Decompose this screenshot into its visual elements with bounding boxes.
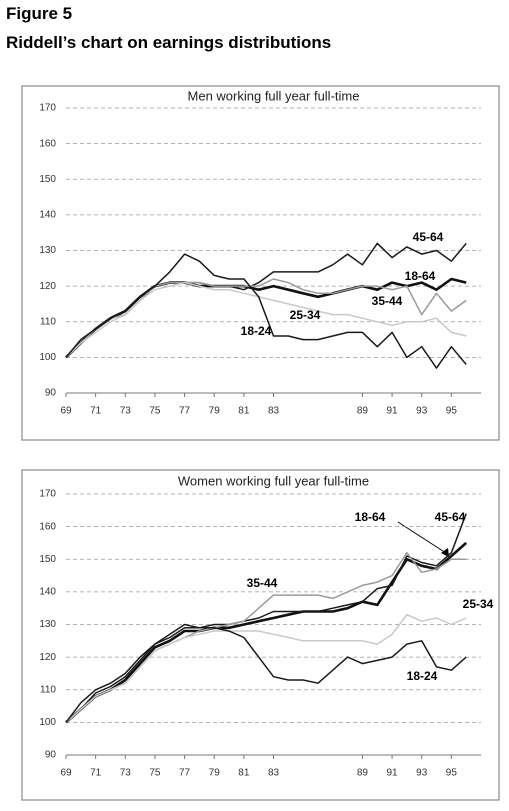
series-line (65, 253, 467, 369)
x-tick-label: 93 (416, 768, 428, 779)
x-tick-label: 95 (446, 768, 458, 779)
x-tick-label: 89 (357, 768, 369, 779)
series-label: 18-64 (355, 510, 386, 524)
y-tick-label: 140 (39, 210, 56, 221)
series-label: 45-64 (413, 230, 444, 244)
y-tick-label: 140 (39, 587, 56, 598)
y-tick-label: 110 (40, 684, 56, 695)
series-line (65, 281, 467, 358)
x-tick-label: 77 (179, 768, 191, 779)
chart-frame (21, 469, 500, 801)
series-label: 35-44 (247, 576, 278, 590)
x-tick-label: 93 (416, 406, 428, 417)
y-tick-label: 160 (39, 138, 56, 149)
y-tick-label: 150 (39, 174, 56, 185)
series-line (65, 613, 467, 723)
figure-label: Figure 5 (6, 4, 73, 23)
x-tick-label: 71 (90, 406, 102, 417)
x-tick-label: 83 (268, 768, 280, 779)
y-tick-label: 100 (39, 352, 56, 363)
x-tick-label: 81 (238, 768, 250, 779)
series-label: 18-24 (407, 669, 438, 683)
series-line (65, 513, 467, 723)
x-tick-label: 79 (209, 406, 221, 417)
x-tick-label: 69 (60, 768, 72, 779)
y-tick-label: 120 (39, 652, 56, 663)
x-tick-label: 71 (90, 768, 102, 779)
x-tick-label: 91 (387, 768, 399, 779)
x-tick-label: 75 (149, 768, 161, 779)
y-tick-label: 170 (39, 489, 56, 500)
y-tick-label: 160 (39, 521, 56, 532)
y-tick-label: 90 (45, 388, 57, 399)
x-tick-label: 79 (209, 768, 221, 779)
chart-title: Women working full year full-time (178, 473, 369, 488)
x-tick-label: 89 (357, 406, 369, 417)
y-tick-label: 90 (45, 750, 57, 761)
x-tick-label: 95 (446, 406, 458, 417)
arrow-line (397, 521, 447, 554)
series-label: 18-64 (405, 269, 436, 283)
y-tick-label: 110 (40, 316, 56, 327)
x-tick-label: 73 (120, 768, 132, 779)
y-tick-label: 170 (39, 103, 56, 114)
x-tick-label: 75 (149, 406, 161, 417)
x-tick-label: 81 (238, 406, 250, 417)
x-tick-label: 91 (387, 406, 399, 417)
x-tick-label: 73 (120, 406, 132, 417)
chart-title: Men working full year full-time (188, 88, 360, 103)
x-tick-label: 77 (179, 406, 191, 417)
x-tick-label: 69 (60, 406, 72, 417)
series-label: 45-64 (435, 510, 466, 524)
y-tick-label: 100 (39, 717, 56, 728)
x-tick-label: 83 (268, 406, 280, 417)
series-label: 25-34 (463, 597, 494, 611)
figure-title: Riddell’s chart on earnings distribution… (6, 33, 332, 52)
y-tick-label: 130 (39, 619, 56, 630)
series-label: 18-24 (241, 324, 272, 338)
arrow-head (441, 548, 449, 557)
chart-frame (21, 85, 500, 441)
series-line (65, 623, 467, 723)
series-label: 25-34 (290, 308, 321, 322)
series-label: 35-44 (372, 294, 403, 308)
y-tick-label: 130 (39, 245, 56, 256)
y-tick-label: 120 (39, 281, 56, 292)
y-tick-label: 150 (39, 554, 56, 565)
series-line (65, 242, 467, 358)
